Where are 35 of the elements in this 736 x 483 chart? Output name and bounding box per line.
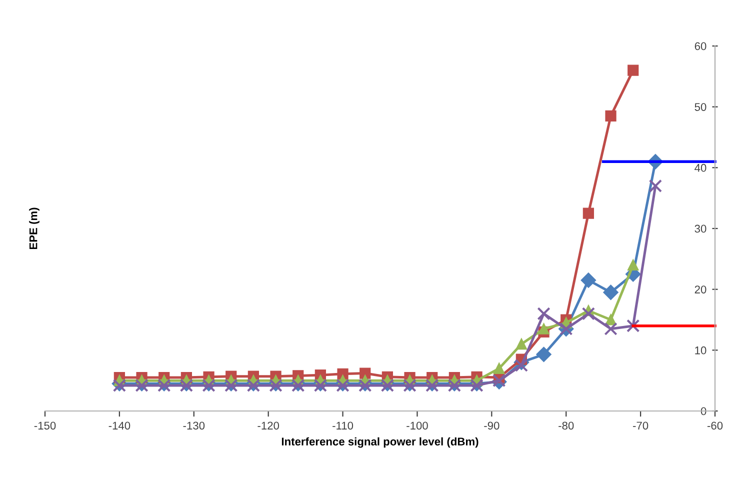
point <box>537 307 550 320</box>
x-tick-label: -80 <box>558 422 574 430</box>
point <box>604 322 618 336</box>
y-axis-title: EPE (m) <box>29 208 40 250</box>
point <box>628 64 639 76</box>
x-tick-label: -150 <box>34 422 56 430</box>
x-tick-label: -90 <box>484 422 500 430</box>
y-tick-label: 20 <box>694 286 706 294</box>
point <box>626 319 640 332</box>
x-tick-label: -100 <box>406 422 428 430</box>
point <box>516 338 527 350</box>
x-tick-label: -120 <box>258 422 280 430</box>
y-tick-label: 50 <box>694 103 706 111</box>
point <box>360 368 371 379</box>
y-tick-label: 30 <box>694 224 706 233</box>
x-tick-label: -70 <box>633 422 648 430</box>
point <box>648 179 662 193</box>
y-tick-label: 10 <box>695 346 706 354</box>
point <box>514 358 528 372</box>
point <box>580 272 596 288</box>
x-tick-label: -110 <box>332 422 354 430</box>
x-axis-title: Interference signal power level (dBm) <box>282 437 478 448</box>
y-tick-label: 60 <box>694 42 706 50</box>
point <box>603 284 618 300</box>
point <box>628 259 639 271</box>
x-tick-label: -60 <box>707 422 723 430</box>
point <box>582 208 594 219</box>
point <box>536 346 552 362</box>
y-tick-label: 40 <box>694 164 706 172</box>
x-tick-label: -130 <box>183 422 205 430</box>
point <box>494 362 505 374</box>
point <box>538 323 550 334</box>
point <box>582 307 596 320</box>
point <box>605 110 616 122</box>
x-tick-label: -140 <box>108 422 130 430</box>
